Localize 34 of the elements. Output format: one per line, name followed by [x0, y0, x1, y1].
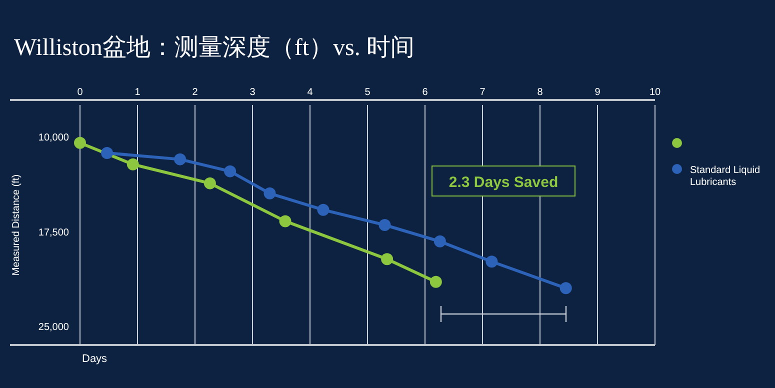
point — [434, 235, 446, 248]
x-tick-label: 8 — [537, 87, 544, 98]
y-tick-label: 17,500 — [38, 227, 70, 238]
x-tick-label: 0 — [77, 87, 84, 98]
y-axis-title: Measured Distance (ft) — [11, 174, 22, 276]
point — [74, 136, 86, 149]
x-tick-label: 3 — [250, 87, 256, 98]
point — [317, 204, 330, 216]
point — [204, 177, 216, 190]
point — [381, 253, 394, 266]
point — [430, 276, 442, 288]
legend-label: Standard Liquid Lubricants — [690, 165, 760, 188]
chart-title: Williston盆地：测量深度（ft）vs. 时间 — [14, 34, 414, 61]
point — [486, 256, 498, 268]
y-tick-label: 25,000 — [38, 322, 70, 334]
x-tick-label: 10 — [649, 87, 661, 98]
x-tick-label: 2 — [192, 87, 198, 98]
x-axis-title: Days — [82, 353, 108, 365]
x-tick-label: 6 — [422, 87, 428, 98]
point — [279, 215, 292, 228]
x-tick-label: 7 — [480, 87, 486, 98]
point — [224, 165, 236, 178]
point — [378, 219, 391, 231]
point — [560, 282, 572, 294]
x-tick-label: 5 — [364, 87, 371, 98]
point — [126, 158, 139, 170]
point — [264, 187, 276, 200]
y-tick-label: 10,000 — [38, 132, 70, 144]
x-tick-label: 4 — [307, 87, 314, 98]
x-tick-label: 1 — [134, 87, 141, 98]
annotation: 2.3 Days Saved — [448, 174, 558, 191]
point — [174, 153, 186, 166]
point — [101, 147, 114, 159]
x-tick-label: 9 — [594, 87, 601, 98]
